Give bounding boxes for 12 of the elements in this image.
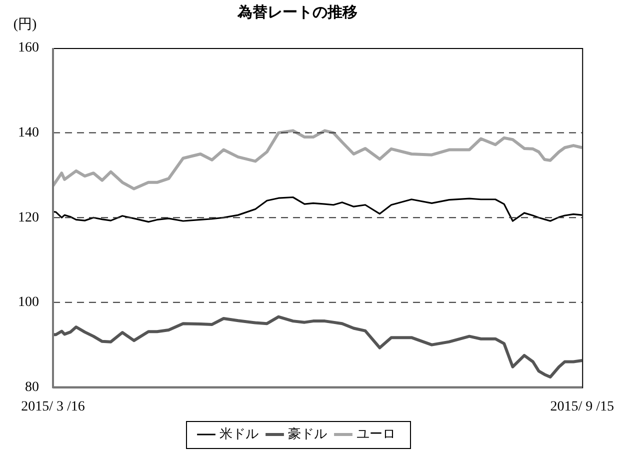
y-tick-label: 80 bbox=[25, 380, 39, 395]
y-tick-label: 120 bbox=[18, 210, 39, 226]
legend-label: 米ドル bbox=[219, 426, 258, 441]
x-tick-label: 2015/ 9 /15 bbox=[550, 399, 614, 414]
y-tick-label: 100 bbox=[18, 295, 39, 310]
x-tick-label: 2015/ 3 /16 bbox=[21, 399, 85, 414]
legend-label: 豪ドル bbox=[288, 426, 327, 441]
legend-label: ユーロ bbox=[356, 426, 396, 441]
y-tick-label: 160 bbox=[18, 40, 39, 56]
y-axis-title: (円) bbox=[13, 18, 37, 33]
chart-title: 為替レートの推移 bbox=[236, 2, 358, 21]
y-tick-label: 140 bbox=[18, 125, 39, 140]
